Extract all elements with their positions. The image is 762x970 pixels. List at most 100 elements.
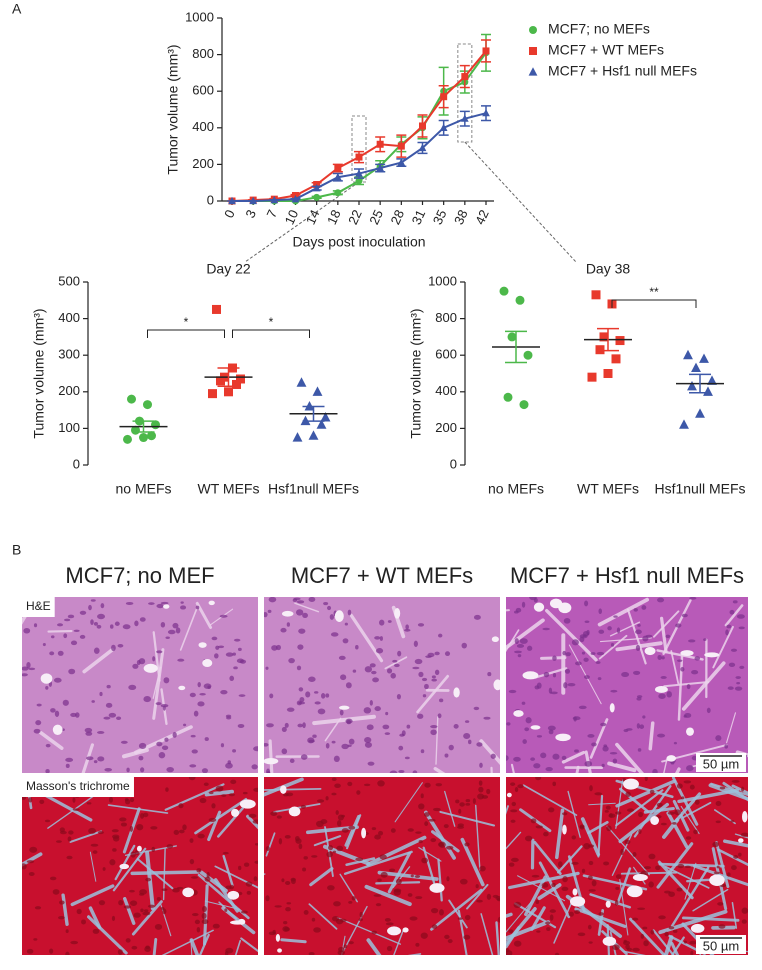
stroma-streak bbox=[561, 750, 586, 764]
nucleus bbox=[160, 601, 169, 605]
nucleus bbox=[434, 651, 440, 656]
nucleus bbox=[510, 809, 518, 813]
lumen bbox=[530, 725, 541, 730]
nucleus bbox=[397, 650, 402, 657]
nucleus bbox=[165, 636, 170, 639]
tissue-background bbox=[264, 597, 500, 773]
nucleus bbox=[561, 755, 567, 760]
nucleus bbox=[524, 727, 530, 732]
nucleus bbox=[639, 724, 645, 729]
nucleus bbox=[739, 665, 745, 670]
nucleus bbox=[610, 643, 615, 647]
stroma-streak bbox=[69, 830, 103, 843]
nucleus bbox=[359, 911, 363, 918]
nucleus bbox=[45, 768, 50, 773]
nucleus bbox=[347, 781, 353, 787]
nucleus bbox=[410, 874, 414, 878]
nucleus bbox=[285, 907, 291, 912]
y-tick-label: 500 bbox=[58, 273, 80, 288]
stroma-streak bbox=[189, 938, 200, 955]
stroma-streak bbox=[164, 783, 225, 811]
nucleus bbox=[425, 655, 432, 658]
nucleus bbox=[134, 620, 139, 627]
nucleus bbox=[369, 663, 376, 668]
nucleus bbox=[327, 885, 335, 891]
nucleus bbox=[622, 778, 626, 782]
nucleus bbox=[125, 938, 131, 943]
stroma-streak bbox=[195, 601, 213, 629]
nucleus bbox=[543, 831, 549, 837]
nucleus bbox=[430, 725, 438, 729]
nucleus bbox=[296, 665, 302, 671]
nucleus bbox=[694, 799, 700, 805]
y-tick-label: 600 bbox=[435, 347, 457, 362]
nucleus bbox=[138, 658, 146, 665]
stroma-streak bbox=[130, 870, 200, 876]
nucleus bbox=[541, 882, 549, 888]
stroma-streak bbox=[648, 721, 655, 751]
nucleus bbox=[156, 741, 163, 747]
nucleus bbox=[230, 779, 237, 785]
lumen bbox=[280, 785, 287, 794]
nucleus bbox=[364, 666, 373, 673]
nucleus bbox=[552, 753, 560, 760]
nucleus bbox=[112, 835, 120, 842]
data-point bbox=[292, 432, 303, 442]
nucleus bbox=[295, 609, 304, 616]
stroma-streak bbox=[207, 810, 222, 842]
stroma-streak bbox=[435, 715, 439, 765]
nucleus bbox=[371, 670, 377, 675]
nucleus bbox=[637, 748, 642, 752]
nucleus bbox=[162, 705, 166, 711]
nucleus bbox=[225, 714, 232, 718]
nucleus bbox=[418, 803, 425, 810]
nucleus bbox=[65, 757, 74, 763]
nucleus bbox=[637, 907, 646, 911]
nucleus bbox=[49, 948, 54, 954]
nucleus bbox=[282, 926, 290, 932]
nucleus bbox=[156, 603, 164, 609]
stroma-streak bbox=[61, 893, 69, 926]
nucleus bbox=[418, 839, 423, 844]
data-point bbox=[419, 122, 426, 130]
nucleus bbox=[203, 782, 209, 786]
nucleus bbox=[119, 817, 127, 822]
nucleus bbox=[76, 908, 82, 915]
nucleus bbox=[178, 803, 184, 809]
stroma-streak bbox=[618, 802, 669, 844]
nucleus bbox=[686, 765, 694, 772]
nucleus bbox=[526, 645, 533, 651]
data-point bbox=[683, 349, 693, 360]
nucleus bbox=[740, 832, 748, 837]
nucleus bbox=[415, 831, 422, 834]
data-point bbox=[316, 419, 327, 429]
nucleus bbox=[686, 683, 691, 690]
nucleus bbox=[90, 619, 94, 625]
data-point bbox=[482, 108, 490, 117]
stroma-streak bbox=[479, 739, 500, 766]
nucleus bbox=[717, 902, 724, 906]
y-tick-label: 300 bbox=[58, 347, 80, 362]
nucleus bbox=[398, 745, 404, 751]
nucleus bbox=[676, 783, 683, 789]
nucleus bbox=[424, 821, 429, 827]
nucleus bbox=[50, 708, 56, 713]
nucleus bbox=[658, 693, 666, 699]
x-tick-label: 10 bbox=[282, 207, 302, 226]
nucleus bbox=[79, 610, 87, 615]
nucleus bbox=[311, 855, 318, 858]
nucleus bbox=[117, 949, 123, 955]
nucleus bbox=[479, 762, 483, 768]
nucleus bbox=[93, 647, 100, 654]
nucleus bbox=[33, 938, 38, 941]
stroma-streak bbox=[47, 629, 73, 633]
lumen bbox=[623, 778, 639, 790]
nucleus bbox=[690, 950, 694, 955]
stroma-streak bbox=[152, 631, 161, 682]
nucleus bbox=[132, 663, 139, 669]
nucleus bbox=[264, 612, 268, 618]
nucleus bbox=[581, 651, 586, 655]
data-point bbox=[296, 377, 307, 387]
nucleus bbox=[253, 787, 258, 792]
nucleus bbox=[633, 670, 641, 676]
